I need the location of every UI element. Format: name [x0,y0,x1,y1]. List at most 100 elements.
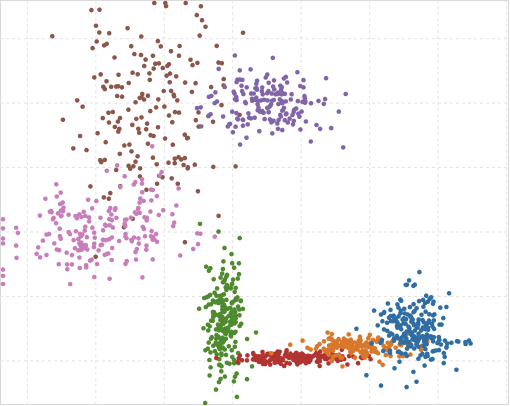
point-s0-23 [116,72,121,78]
point-s5-5 [207,357,212,363]
point-s3-90 [90,225,95,230]
point-s3-155 [99,242,105,247]
point-s5-30 [205,328,211,333]
point-s5-166 [209,334,215,340]
point-s5-196 [207,373,212,378]
point-s0-116 [144,121,150,126]
point-s2-26 [214,99,220,104]
point-s5-139 [227,361,232,367]
point-s3-127 [109,212,114,217]
point-s5-28 [237,313,242,318]
point-s5-150 [232,289,237,295]
point-s5-174 [207,324,213,329]
point-s4-8 [174,203,179,208]
point-s8-125 [407,304,413,310]
point-s0-68 [128,43,134,49]
point-s7-115 [377,359,382,365]
point-s4-20 [137,210,142,216]
point-s8-183 [417,335,423,340]
point-s8-207 [430,349,436,354]
point-s8-91 [369,341,374,346]
point-s0-117 [193,117,199,123]
point-s4-29 [171,220,177,225]
point-s4-1 [123,261,128,267]
point-s3-73 [35,245,41,250]
point-s2-140 [270,84,276,89]
point-s6-92 [326,361,331,366]
point-s5-186 [233,316,238,321]
point-s3-19 [133,257,139,262]
point-s2-145 [271,78,277,83]
point-s2-136 [270,131,275,136]
point-s7-131 [366,335,371,341]
point-s0-90 [182,80,188,85]
point-s5-155 [224,272,230,278]
point-s8-121 [444,341,450,346]
point-s2-33 [262,116,267,122]
point-s8-157 [384,320,390,326]
point-s0-92 [183,0,188,6]
point-s3-120 [47,209,53,215]
point-s0-61 [106,120,112,125]
point-s8-118 [379,337,385,343]
point-s5-37 [197,221,203,227]
point-s3-23 [107,216,112,222]
point-s0-112 [199,17,205,23]
point-s0-30 [110,109,116,115]
point-s7-144 [387,344,392,350]
point-s3-162 [86,219,92,224]
point-s6-167 [289,354,294,360]
point-s5-192 [213,327,219,332]
point-s1-28 [139,95,144,100]
point-s3-74 [77,265,82,271]
point-s0-10 [153,105,159,110]
point-s8-42 [404,384,409,390]
point-s0-63 [137,166,143,171]
point-s4-23 [154,239,160,245]
point-s5-191 [223,331,228,336]
point-s8-36 [402,306,407,312]
point-s0-124 [98,159,104,165]
point-s8-134 [444,304,449,310]
point-s8-108 [439,322,444,327]
point-s9-11 [435,340,440,346]
point-s3-54 [85,197,91,203]
point-s0-43 [129,149,134,154]
point-s1-25 [101,43,107,48]
point-s3-62 [54,182,59,187]
point-s6-127 [259,358,265,364]
point-s8-113 [421,320,427,325]
point-s2-16 [308,101,314,106]
point-s8-21 [438,305,443,310]
point-s2-102 [249,98,255,104]
point-s2-125 [276,101,281,107]
point-s7-114 [370,337,376,343]
point-s3-97 [104,168,110,174]
point-s5-114 [229,251,234,257]
point-s5-71 [204,295,209,300]
point-s5-112 [211,309,217,315]
point-s7-86 [329,331,335,337]
point-s0-5 [166,160,171,165]
point-s8-107 [425,353,430,359]
point-s7-54 [287,342,293,348]
point-s2-99 [252,115,257,120]
point-s0-123 [185,165,191,170]
point-s8-14 [416,331,421,337]
point-s1-16 [172,156,178,161]
point-s7-150 [313,346,319,352]
point-s9-4 [438,342,444,347]
point-s2-143 [259,85,265,90]
point-s3-102 [44,232,49,237]
point-s0-93 [93,23,99,29]
point-s5-182 [237,307,242,312]
point-s7-155 [350,345,356,351]
point-s3-111 [0,217,6,222]
point-s2-60 [278,114,284,119]
point-s3-137 [77,241,82,246]
point-s1-22 [173,74,179,79]
point-s5-141 [249,364,255,369]
point-s0-38 [182,155,188,161]
point-s6-160 [314,351,319,356]
point-s2-86 [295,69,300,75]
